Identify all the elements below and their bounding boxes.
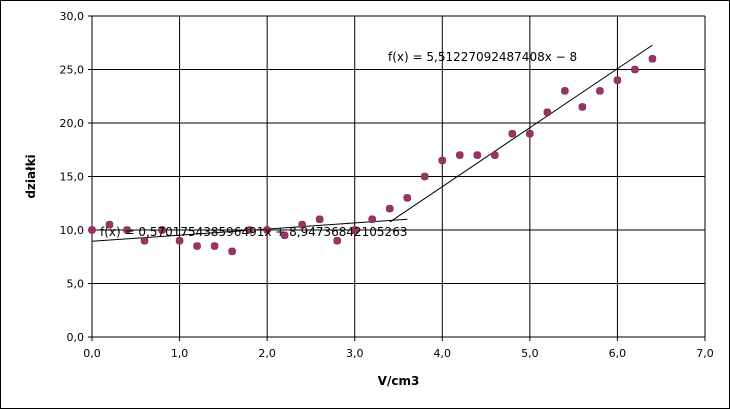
- data-point: [105, 220, 114, 229]
- data-point: [140, 236, 149, 245]
- data-point: [280, 231, 289, 240]
- data-point: [456, 151, 464, 159]
- y-tick-labels: 0,0 5,0 10,0 15,0 20,0 25,0 30,0: [60, 10, 85, 344]
- y-tick-label: 15,0: [60, 171, 85, 184]
- x-tick-label: 6,0: [609, 347, 627, 360]
- data-point: [385, 204, 394, 213]
- data-point: [403, 194, 412, 202]
- x-tick-label: 5,0: [521, 347, 539, 360]
- y-tick-label: 25,0: [60, 64, 85, 77]
- y-tick-label: 0,0: [67, 331, 85, 344]
- data-point: [158, 226, 166, 234]
- data-point: [193, 242, 201, 250]
- data-point: [648, 55, 657, 63]
- data-point: [298, 220, 306, 229]
- data-point: [631, 65, 639, 74]
- x-tick-label: 2,0: [258, 347, 276, 360]
- x-tick-label: 1,0: [171, 347, 189, 360]
- trendline-1: [389, 44, 653, 223]
- data-point: [123, 226, 131, 234]
- data-point: [421, 172, 429, 181]
- data-point: [88, 226, 96, 234]
- trendline-equation-0: f(x) = 0,570175438596491x + 8,9473684210…: [100, 225, 407, 239]
- data-point: [368, 215, 376, 224]
- y-tick-label: 5,0: [67, 278, 85, 291]
- x-tick-label: 7,0: [696, 347, 714, 360]
- trendline-equations: f(x) = 0,570175438596491x + 8,9473684210…: [100, 50, 577, 239]
- x-tick-label: 0,0: [83, 347, 101, 360]
- x-tick-labels: 0,0 1,0 2,0 3,0 4,0 5,0 6,0 7,0: [83, 347, 714, 360]
- data-point: [491, 151, 499, 159]
- x-tick-label: 4,0: [434, 347, 452, 360]
- gridlines: [88, 15, 706, 341]
- data-point: [438, 156, 447, 165]
- data-point: [508, 129, 517, 138]
- data-point: [613, 76, 622, 84]
- data-point: [315, 215, 324, 224]
- y-tick-label: 10,0: [60, 224, 85, 237]
- data-point: [578, 103, 587, 111]
- data-point: [526, 129, 534, 138]
- data-point: [596, 87, 604, 95]
- y-axis-title: działki: [24, 154, 38, 198]
- data-point: [263, 226, 271, 234]
- x-tick-label: 3,0: [346, 347, 364, 360]
- y-tick-label: 30,0: [60, 10, 85, 23]
- data-point: [543, 108, 552, 117]
- data-point: [228, 247, 236, 256]
- data-point: [245, 226, 254, 234]
- y-tick-label: 20,0: [60, 117, 85, 130]
- data-point: [210, 242, 219, 250]
- data-points: [88, 55, 657, 256]
- data-point: [350, 226, 359, 234]
- trendline-equation-1: f(x) = 5,51227092487408x − 8: [388, 50, 577, 64]
- data-point: [473, 151, 482, 159]
- data-point: [561, 87, 569, 95]
- x-axis-title: V/cm3: [378, 374, 420, 388]
- data-point: [333, 236, 341, 245]
- data-point: [175, 236, 184, 245]
